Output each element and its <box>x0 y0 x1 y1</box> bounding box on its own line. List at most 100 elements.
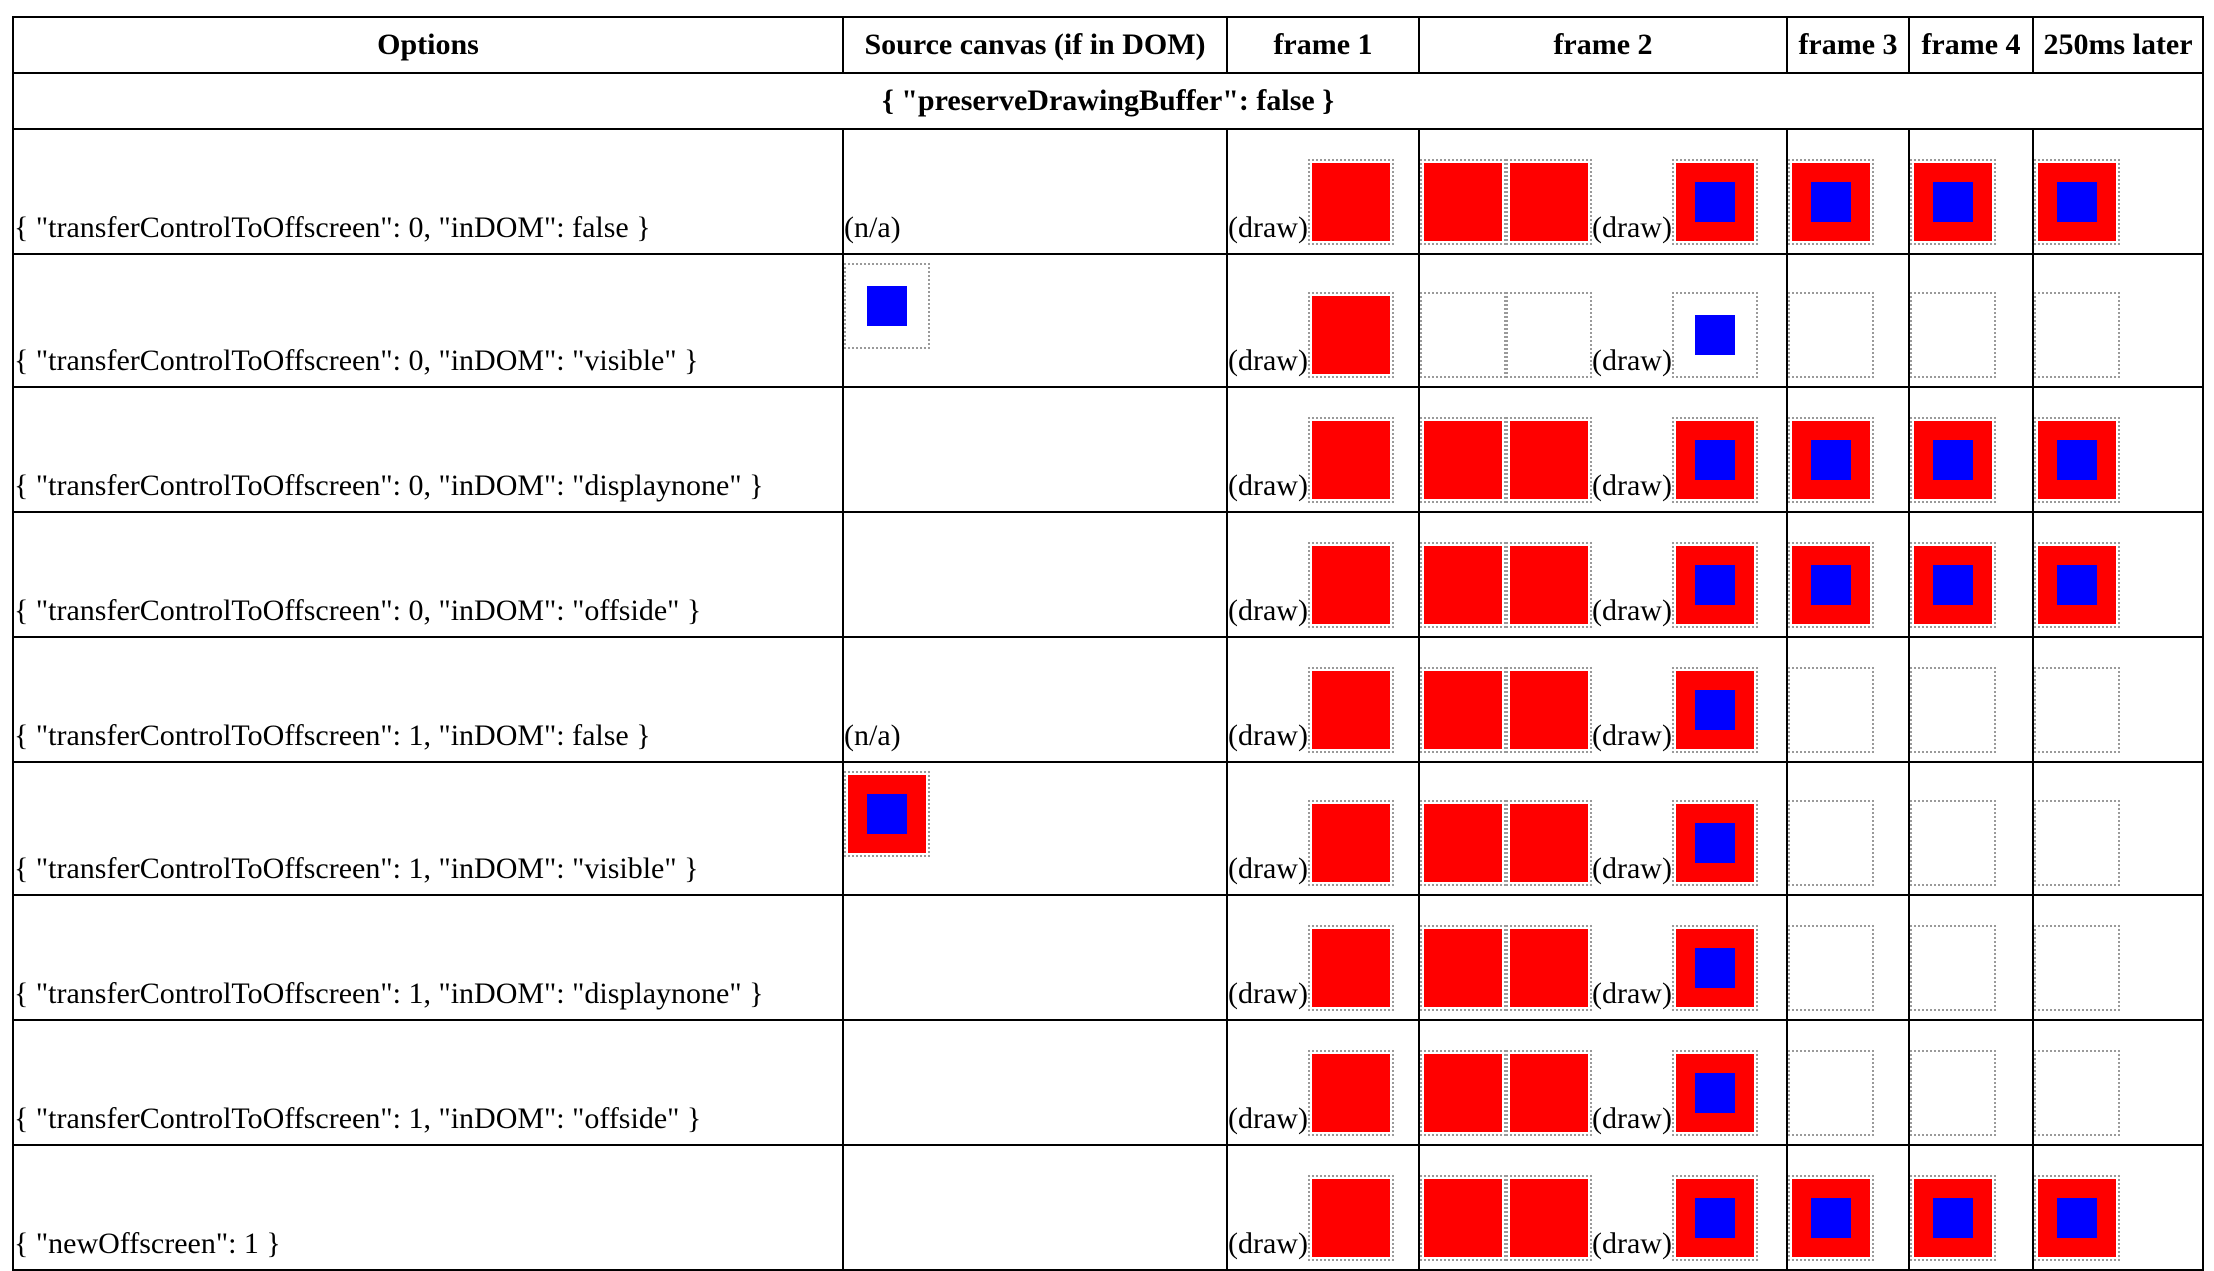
frame-3-thumb <box>1789 667 1874 753</box>
source-canvas-cell: (n/a) <box>842 128 1228 255</box>
frame-2-cell: (draw) <box>1418 253 1788 388</box>
draw-label: (draw) <box>1228 977 1308 1010</box>
250ms-later-thumb <box>2035 1050 2120 1136</box>
frame-3-thumb <box>1789 1050 1874 1136</box>
frame-3-thumb <box>1789 417 1874 503</box>
frame-2-thumb-a <box>1421 159 1506 245</box>
table-continuation <box>12 1186 2202 1198</box>
header-frame-4: frame 4 <box>1908 16 2034 74</box>
draw-label: (draw) <box>1592 469 1672 502</box>
table-row: { "transferControlToOffscreen": 0, "inDO… <box>12 128 2204 255</box>
frame-1-cell: (draw) <box>1226 511 1420 638</box>
frame-3-cell <box>1786 894 1910 1021</box>
options-cell: { "transferControlToOffscreen": 0, "inDO… <box>12 386 844 513</box>
frame-2-thumb-a <box>1421 417 1506 503</box>
frame-2-thumb-a-fill <box>1424 421 1502 499</box>
frame-1-cell: (draw) <box>1226 386 1420 513</box>
frame-1-thumb <box>1307 925 1394 1011</box>
frame-3-thumb <box>1789 159 1874 245</box>
250ms-later-thumb-fill <box>2038 421 2116 499</box>
frame-1-thumb <box>1307 159 1394 245</box>
frame-4-thumb <box>1911 800 1996 886</box>
frame-4-thumb <box>1911 925 1996 1011</box>
frame-2-thumb-a <box>1421 292 1506 378</box>
frame-3-thumb-fill <box>1792 163 1870 241</box>
frame-4-cell <box>1908 1144 2034 1271</box>
frame-3-thumb-fill <box>1792 929 1870 1007</box>
frame-4-thumb-fill <box>1914 929 1992 1007</box>
frame-2-thumb-a <box>1421 1050 1506 1136</box>
250ms-later-thumb-fill <box>2038 296 2116 374</box>
source-canvas-thumb-fill <box>848 775 926 853</box>
frame-1-thumb <box>1307 1050 1394 1136</box>
250ms-later-thumb <box>2035 292 2120 378</box>
frame-2-thumb-c-fill <box>1675 804 1754 882</box>
frame-1-thumb-fill <box>1311 1054 1390 1132</box>
table-row: { "transferControlToOffscreen": 1, "inDO… <box>12 761 2204 896</box>
source-canvas-cell: (n/a) <box>842 636 1228 763</box>
frame-4-thumb-fill <box>1914 163 1992 241</box>
frame-2-thumb-a-fill <box>1424 163 1502 241</box>
source-canvas-text: (n/a) <box>844 719 901 752</box>
frame-2-thumb-b-fill <box>1510 163 1588 241</box>
250ms-later-thumb-fill <box>2038 929 2116 1007</box>
250ms-later-cell <box>2032 386 2204 513</box>
frame-4-cell <box>1908 386 2034 513</box>
frame-3-cell <box>1786 128 1910 255</box>
frame-2-thumb-b-fill <box>1510 296 1588 374</box>
250ms-later-thumb <box>2035 542 2120 628</box>
frame-1-thumb-fill <box>1311 546 1390 624</box>
source-canvas-cell <box>842 894 1228 1021</box>
frame-3-thumb-fill <box>1792 296 1870 374</box>
options-cell: { "transferControlToOffscreen": 0, "inDO… <box>12 253 844 388</box>
table-row: { "transferControlToOffscreen": 0, "inDO… <box>12 511 2204 638</box>
frame-1-thumb-fill <box>1311 296 1390 374</box>
draw-label: (draw) <box>1228 594 1308 627</box>
frame-2-thumb-a-fill <box>1424 1054 1502 1132</box>
frame-2-thumb-b <box>1506 1050 1592 1136</box>
frame-2-thumb-b-fill <box>1510 421 1588 499</box>
frame-1-thumb-fill <box>1311 671 1390 749</box>
250ms-later-thumb <box>2035 417 2120 503</box>
frame-2-thumb-b-fill <box>1510 671 1588 749</box>
frame-2-thumb-a <box>1421 925 1506 1011</box>
250ms-later-cell <box>2032 636 2204 763</box>
250ms-later-thumb-fill <box>2038 1054 2116 1132</box>
header-frame-3: frame 3 <box>1786 16 1910 74</box>
frame-1-cell: (draw) <box>1226 253 1420 388</box>
frame-3-thumb-fill <box>1792 671 1870 749</box>
250ms-later-thumb <box>2035 925 2120 1011</box>
frame-2-cell: (draw) <box>1418 636 1788 763</box>
source-canvas-cell <box>842 511 1228 638</box>
source-canvas-thumb-fill <box>848 267 926 345</box>
frame-2-thumb-a-fill <box>1424 804 1502 882</box>
frame-2-thumb-a <box>1421 667 1506 753</box>
frame-2-cell: (draw) <box>1418 894 1788 1021</box>
frame-1-thumb-fill <box>1311 421 1390 499</box>
source-canvas-cell <box>842 1144 1228 1271</box>
frame-4-thumb-fill <box>1914 671 1992 749</box>
frame-4-thumb <box>1911 417 1996 503</box>
frame-2-thumb-b <box>1506 925 1592 1011</box>
250ms-later-cell <box>2032 761 2204 896</box>
draw-label: (draw) <box>1592 594 1672 627</box>
frame-2-thumb-b <box>1506 159 1592 245</box>
frame-4-cell <box>1908 894 2034 1021</box>
draw-label: (draw) <box>1228 719 1308 752</box>
table-row: { "newOffscreen": 1 } (draw) (draw) <box>12 1144 2204 1271</box>
frame-2-thumb-c-fill <box>1675 1054 1754 1132</box>
table-row: { "transferControlToOffscreen": 1, "inDO… <box>12 894 2204 1021</box>
frame-2-thumb-c-fill <box>1675 671 1754 749</box>
source-canvas-thumb <box>845 771 930 857</box>
frame-1-thumb <box>1307 417 1394 503</box>
frame-2-thumb-c <box>1671 292 1758 378</box>
frame-4-cell <box>1908 1019 2034 1146</box>
frame-2-thumb-a <box>1421 800 1506 886</box>
frame-3-thumb <box>1789 542 1874 628</box>
group-label: { "preserveDrawingBuffer": false } <box>12 72 2204 130</box>
results-table: Options Source canvas (if in DOM) frame … <box>12 16 2204 1271</box>
frame-4-thumb <box>1911 159 1996 245</box>
frame-3-cell <box>1786 1144 1910 1271</box>
frame-4-thumb-fill <box>1914 1054 1992 1132</box>
250ms-later-cell <box>2032 511 2204 638</box>
